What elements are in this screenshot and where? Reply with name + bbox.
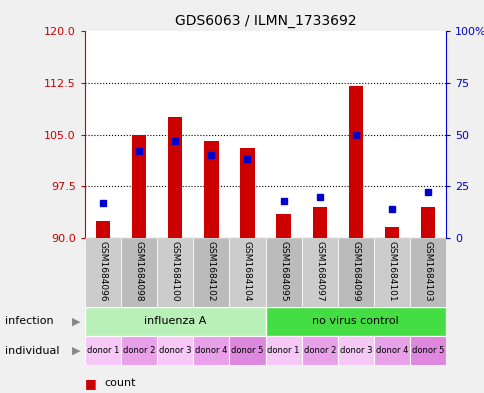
Text: donor 2: donor 2 [303,346,335,355]
Bar [85,336,121,365]
Bar [157,336,193,365]
Bar [301,336,337,365]
Bar [121,336,157,365]
Text: GSM1684096: GSM1684096 [98,241,107,302]
Bar [348,86,363,238]
Text: GSM1684101: GSM1684101 [387,241,396,302]
Bar [265,307,445,336]
Bar [229,336,265,365]
Text: donor 5: donor 5 [411,346,443,355]
Bar [85,238,121,307]
Bar [157,238,193,307]
Text: influenza A: influenza A [144,316,206,326]
Bar [167,118,182,238]
Text: donor 3: donor 3 [339,346,371,355]
Text: donor 4: donor 4 [375,346,408,355]
Bar [373,336,409,365]
Text: infection: infection [5,316,53,326]
Bar [265,238,301,307]
Bar [409,336,445,365]
Text: GSM1684102: GSM1684102 [206,241,215,302]
Text: donor 5: donor 5 [231,346,263,355]
Bar [420,207,435,238]
Bar [193,336,229,365]
Text: GSM1684095: GSM1684095 [278,241,287,302]
Text: count: count [104,378,136,388]
Bar [384,228,398,238]
Text: individual: individual [5,346,59,356]
Text: GSM1684104: GSM1684104 [242,241,252,302]
Bar [337,336,373,365]
Bar [265,336,301,365]
Text: donor 1: donor 1 [87,346,119,355]
Title: GDS6063 / ILMN_1733692: GDS6063 / ILMN_1733692 [174,14,356,28]
Text: GSM1684098: GSM1684098 [134,241,143,302]
Bar [276,214,290,238]
Bar [85,307,265,336]
Bar [373,238,409,307]
Text: ■: ■ [85,392,96,393]
Bar [301,238,337,307]
Bar [121,238,157,307]
Text: donor 1: donor 1 [267,346,299,355]
Bar [337,238,373,307]
Text: donor 4: donor 4 [195,346,227,355]
Bar [193,238,229,307]
Text: ▶: ▶ [71,316,80,326]
Text: GSM1684099: GSM1684099 [350,241,360,302]
Bar [312,207,326,238]
Text: donor 3: donor 3 [159,346,191,355]
Text: no virus control: no virus control [312,316,398,326]
Text: ▶: ▶ [71,346,80,356]
Text: GSM1684097: GSM1684097 [315,241,324,302]
Text: donor 2: donor 2 [122,346,155,355]
Bar [409,238,445,307]
Bar [132,134,146,238]
Text: GSM1684100: GSM1684100 [170,241,180,302]
Text: ■: ■ [85,376,96,390]
Bar [240,148,254,238]
Bar [95,220,110,238]
Bar [204,141,218,238]
Bar [229,238,265,307]
Text: GSM1684103: GSM1684103 [423,241,432,302]
